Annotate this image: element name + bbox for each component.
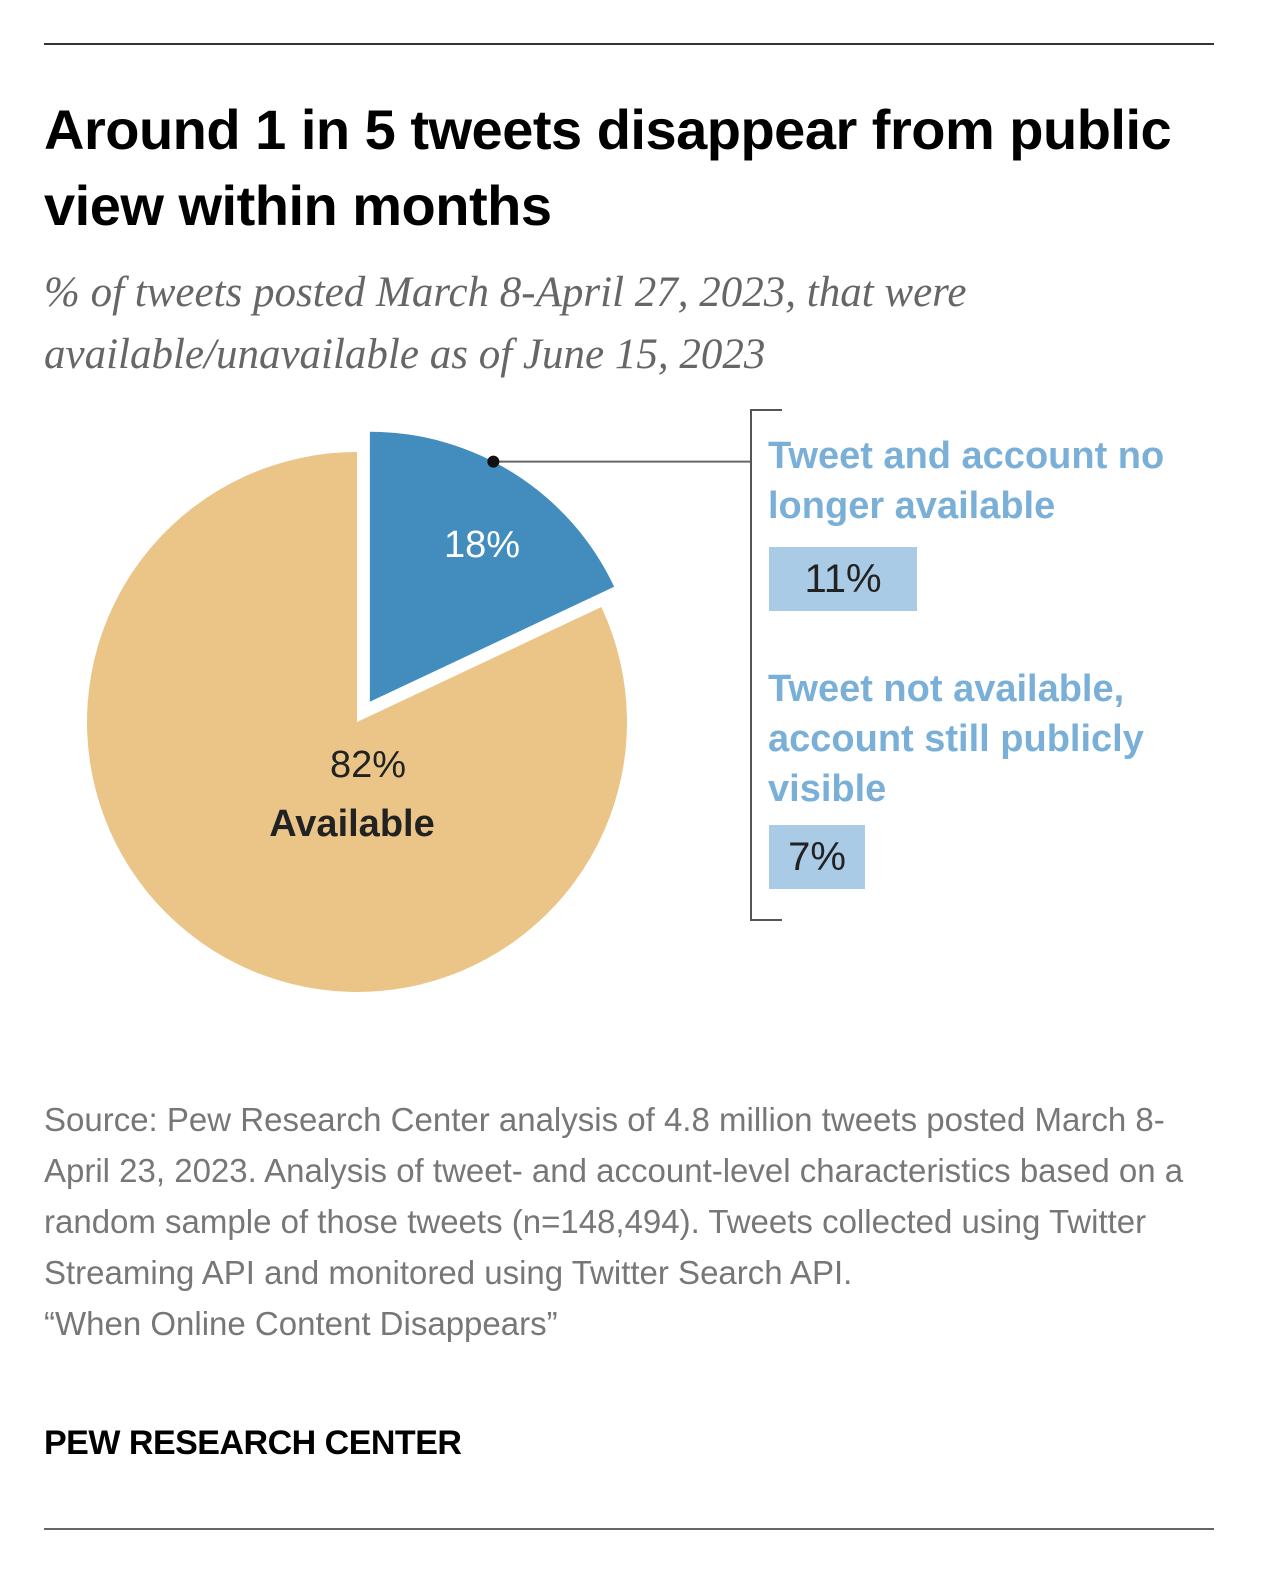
source-text: Source: Pew Research Center analysis of …	[44, 1101, 1184, 1291]
pie-slice-unavailable	[369, 431, 615, 702]
brand-logo-text: PEW RESEARCH CENTER	[44, 1424, 462, 1462]
chart-subtitle: % of tweets posted March 8-April 27, 202…	[44, 269, 967, 378]
bottom-rule	[44, 1528, 1214, 1530]
callout-bracket	[750, 409, 782, 921]
callout-value-account-gone: 11%	[769, 547, 917, 611]
callout-label-account-gone: Tweet and account no longer available	[768, 435, 1165, 527]
source-note: Source: Pew Research Center analysis of …	[44, 1094, 1224, 1349]
top-rule	[44, 43, 1214, 45]
slice-label-available: 82%	[330, 744, 406, 786]
callout-label-tweet-gone: Tweet not available, account still publi…	[768, 668, 1144, 810]
pie-slice-available	[86, 452, 627, 993]
pie-chart: 18% 82% Available	[86, 409, 782, 993]
report-title: “When Online Content Disappears”	[44, 1305, 558, 1342]
chart-title: Around 1 in 5 tweets disappear from publ…	[44, 98, 1172, 237]
slice-name-available: Available	[269, 803, 434, 845]
slice-label-unavailable: 18%	[444, 524, 520, 566]
callout-connector-dot	[487, 455, 500, 468]
callout-value-tweet-gone: 7%	[769, 825, 865, 889]
